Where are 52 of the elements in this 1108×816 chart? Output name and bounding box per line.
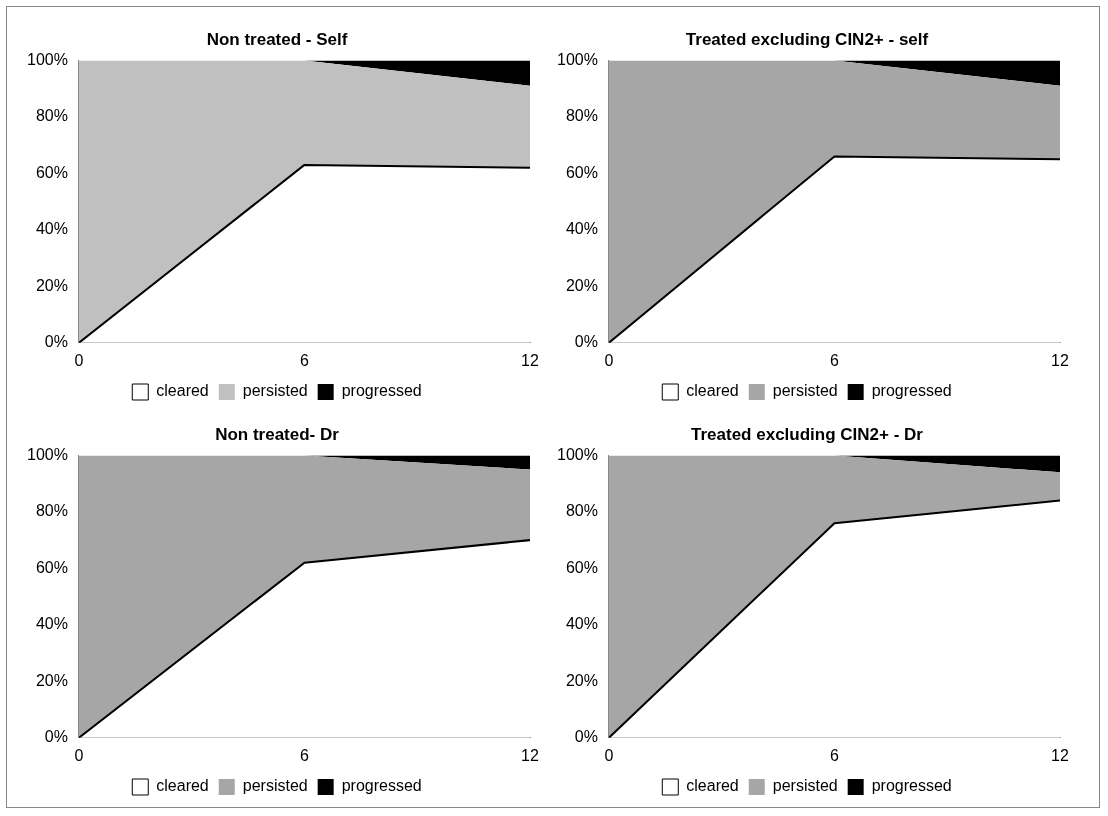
legend-label: progressed [341, 777, 422, 795]
legend-label: progressed [341, 382, 422, 400]
x-tick-label: 0 [74, 746, 84, 764]
y-tick-label: 80% [565, 502, 598, 520]
y-tick-label: 40% [35, 220, 68, 238]
legend-label: persisted [242, 382, 308, 400]
y-tick-label: 0% [574, 728, 598, 746]
legend-label: cleared [686, 382, 739, 400]
y-tick-label: 100% [27, 50, 68, 68]
y-tick-label: 0% [44, 333, 68, 351]
y-tick-label: 40% [35, 615, 68, 633]
x-tick-label: 0 [604, 351, 614, 369]
chart-title: Non treated - Self [206, 29, 348, 49]
y-tick-label: 80% [35, 107, 68, 125]
y-tick-label: 60% [565, 558, 598, 576]
x-tick-label: 0 [74, 351, 84, 369]
y-tick-label: 100% [557, 445, 598, 463]
legend-label: persisted [772, 382, 838, 400]
y-tick-label: 60% [35, 558, 68, 576]
x-tick-label: 6 [300, 746, 310, 764]
y-tick-label: 60% [565, 163, 598, 181]
legend-label: progressed [871, 777, 952, 795]
y-tick-label: 100% [557, 50, 598, 68]
legend-label: cleared [156, 382, 209, 400]
y-tick-label: 20% [565, 276, 598, 294]
y-tick-label: 100% [27, 445, 68, 463]
x-tick-label: 6 [830, 746, 840, 764]
chart-title: Non treated- Dr [215, 424, 340, 444]
y-tick-label: 0% [574, 333, 598, 351]
x-tick-label: 6 [300, 351, 310, 369]
legend-label: cleared [686, 777, 739, 795]
y-tick-label: 80% [565, 107, 598, 125]
y-tick-label: 20% [35, 671, 68, 689]
y-tick-label: 0% [44, 728, 68, 746]
chart-title: Treated excluding CIN2+ - Dr [691, 424, 924, 444]
y-tick-label: 60% [35, 163, 68, 181]
x-tick-label: 12 [521, 351, 539, 369]
legend-label: persisted [772, 777, 838, 795]
y-tick-label: 40% [565, 615, 598, 633]
x-tick-label: 12 [1051, 351, 1069, 369]
legend-label: persisted [242, 777, 308, 795]
x-tick-label: 0 [604, 746, 614, 764]
legend-label: cleared [156, 777, 209, 795]
x-tick-label: 12 [521, 746, 539, 764]
y-tick-label: 20% [565, 671, 598, 689]
y-tick-label: 40% [565, 220, 598, 238]
y-tick-label: 80% [35, 502, 68, 520]
legend-label: progressed [871, 382, 952, 400]
y-tick-label: 20% [35, 276, 68, 294]
x-tick-label: 12 [1051, 746, 1069, 764]
x-tick-label: 6 [830, 351, 840, 369]
chart-title: Treated excluding CIN2+ - self [685, 29, 929, 49]
